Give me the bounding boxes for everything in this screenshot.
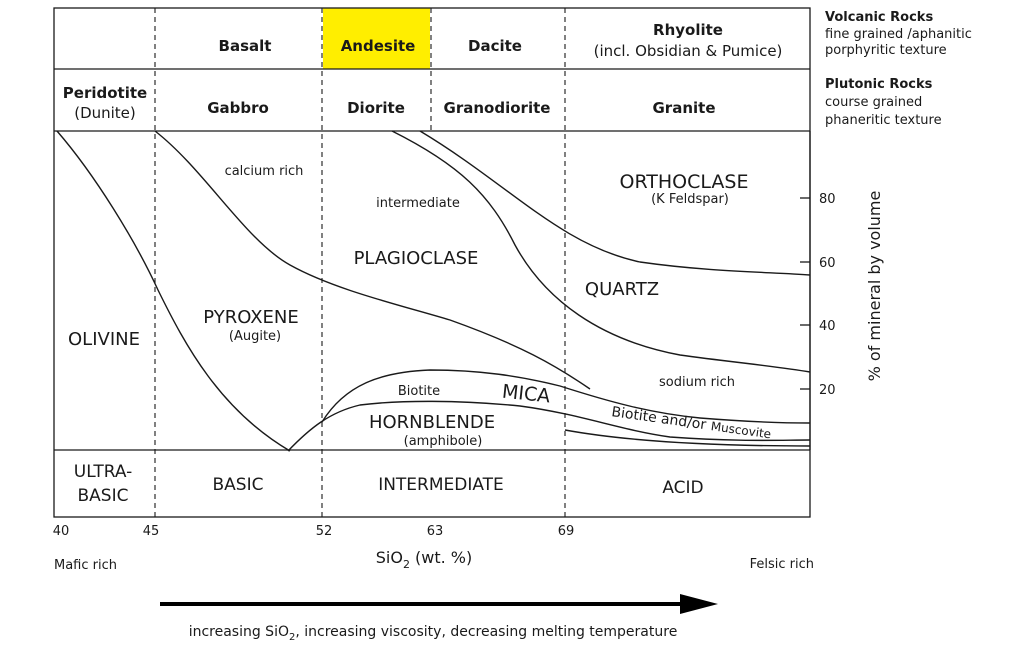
pyroxene-boundary-curve: [154, 130, 591, 390]
plagioclase-boundary-curve: [391, 130, 811, 373]
rock-granodiorite: Granodiorite: [444, 99, 551, 117]
trend-arrow: [160, 594, 718, 614]
mineral-pyroxene-note: (Augite): [229, 329, 281, 344]
orthoclase-boundary-curve: [419, 130, 811, 276]
class-intermediate: INTERMEDIATE: [378, 475, 504, 495]
plutonic-rocks-texture-1: course grained: [825, 95, 922, 110]
mafic-rich-label: Mafic rich: [54, 558, 117, 573]
sio2-tick-45: 45: [143, 524, 160, 539]
felsic-rich-label: Felsic rich: [750, 557, 814, 572]
muscovite-lower-curve: [564, 429, 811, 447]
sio2-label-subscript: 2: [403, 558, 410, 571]
volume-tick-label-40: 40: [819, 319, 836, 334]
mineral-orthoclase-note: (K Feldspar): [651, 192, 729, 207]
trend-caption-subscript: 2: [289, 632, 295, 643]
mineral-orthoclase: ORTHOCLASE: [620, 171, 749, 193]
mineral-mica: MICA: [501, 381, 551, 408]
sio2-tick-52: 52: [316, 524, 333, 539]
rock-dacite: Dacite: [468, 37, 522, 55]
mineral-boundaries: [56, 130, 811, 452]
rock-granite: Granite: [653, 99, 716, 117]
volume-tick-label-20: 20: [819, 383, 836, 398]
intermediate-plagioclase-label: intermediate: [376, 196, 460, 211]
volume-axis-label: % of mineral by volume: [865, 191, 884, 382]
volume-axis: 80 60 40 20 % of mineral by volume: [800, 131, 884, 450]
biotite-label: Biotite: [398, 384, 440, 399]
sio2-axis: 40 45 52 63 69 SiO2 (wt. %) Mafic rich F…: [53, 524, 814, 573]
volcanic-rocks-title: Volcanic Rocks: [825, 10, 933, 25]
mineral-olivine: OLIVINE: [68, 329, 140, 350]
rock-peridotite: Peridotite: [63, 84, 147, 102]
sio2-tick-40: 40: [53, 524, 70, 539]
volcanic-rocks-texture-2: porphyritic texture: [825, 43, 947, 58]
mineral-quartz: QUARTZ: [585, 279, 659, 300]
sio2-tick-69: 69: [558, 524, 575, 539]
sio2-label-rest: (wt. %): [410, 548, 472, 567]
calcium-rich-label: calcium rich: [225, 164, 304, 179]
mineral-pyroxene: PYROXENE: [203, 307, 299, 328]
rock-diorite: Diorite: [347, 99, 405, 117]
andesite-highlight: [323, 8, 430, 69]
sio2-label-main: SiO: [376, 548, 403, 567]
mica-upper-curve: [321, 369, 811, 424]
plutonic-rocks-title: Plutonic Rocks: [825, 77, 933, 92]
rock-andesite: Andesite: [341, 37, 416, 55]
rock-basalt: Basalt: [219, 37, 272, 55]
volume-tick-label-60: 60: [819, 256, 836, 271]
rock-gabbro: Gabbro: [207, 99, 269, 117]
class-ultra-basic-line1: ULTRA-: [74, 462, 132, 482]
class-basic: BASIC: [213, 475, 264, 495]
volume-tick-label-80: 80: [819, 192, 836, 207]
trend-caption-part2: , increasing viscosity, decreasing melti…: [295, 624, 677, 640]
hornblende-upper-curve: [287, 400, 811, 452]
rock-rhyolite: Rhyolite: [653, 21, 723, 39]
class-ultra-basic-line2: BASIC: [78, 486, 129, 506]
class-acid: ACID: [662, 478, 703, 498]
sodium-rich-label: sodium rich: [659, 375, 735, 390]
mineral-hornblende: HORNBLENDE: [369, 412, 495, 433]
mineral-hornblende-note: (amphibole): [404, 434, 483, 449]
rock-peridotite-note: (Dunite): [74, 104, 136, 122]
mineral-plagioclase: PLAGIOCLASE: [354, 248, 479, 269]
rock-rhyolite-note: (incl. Obsidian & Pumice): [594, 42, 783, 60]
trend-caption: increasing SiO2, increasing viscosity, d…: [189, 624, 678, 643]
plutonic-rocks-texture-2: phaneritic texture: [825, 113, 942, 128]
trend-arrow-head: [680, 594, 718, 614]
volcanic-rocks-texture-1: fine grained /aphanitic: [825, 27, 972, 42]
trend-caption-part1: increasing SiO: [189, 624, 289, 640]
dashed-dividers: [154, 8, 566, 517]
biotite-muscovite-label: Biotite and/or Muscovite: [610, 404, 772, 442]
olivine-boundary-curve: [56, 130, 291, 452]
sio2-tick-63: 63: [427, 524, 444, 539]
sio2-axis-label: SiO2 (wt. %): [376, 548, 473, 571]
